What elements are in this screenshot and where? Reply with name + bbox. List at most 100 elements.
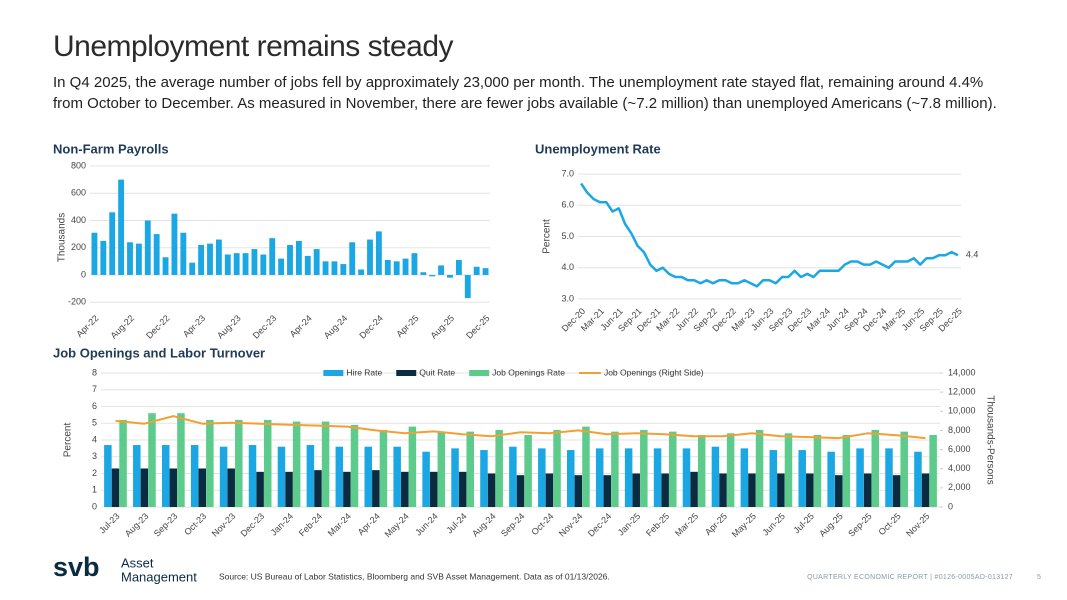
x-tick-label: Sep-23 bbox=[152, 511, 180, 539]
x-tick-label: Dec-24 bbox=[357, 313, 385, 341]
x-tick-label: Nov-25 bbox=[904, 511, 932, 539]
bar bbox=[632, 473, 640, 507]
bar bbox=[198, 244, 205, 275]
bar bbox=[153, 234, 160, 275]
x-tick-label: Jul-24 bbox=[444, 511, 468, 535]
bar bbox=[227, 468, 235, 507]
y2-tick-label: 4,000 bbox=[948, 463, 971, 473]
x-tick-label: Dec-23 bbox=[239, 511, 267, 539]
y-tick-label: 0 bbox=[92, 501, 97, 511]
bar bbox=[516, 475, 525, 507]
bar bbox=[661, 473, 669, 507]
y2-tick-label: 2,000 bbox=[948, 482, 971, 492]
bar bbox=[669, 431, 677, 507]
bar bbox=[900, 431, 908, 507]
y-tick-label: 6 bbox=[92, 401, 97, 411]
bar bbox=[277, 446, 286, 507]
y2-tick-label: 8,000 bbox=[948, 425, 971, 435]
bar bbox=[285, 471, 293, 507]
y-tick-label: 4 bbox=[92, 434, 97, 444]
bar bbox=[119, 419, 127, 507]
bar bbox=[402, 258, 409, 275]
bar bbox=[827, 451, 835, 507]
bar bbox=[331, 261, 338, 275]
x-tick-label: Jun-24 bbox=[413, 511, 440, 538]
legend-label: Job Openings (Right Side) bbox=[604, 367, 704, 377]
bar bbox=[690, 471, 698, 507]
bar bbox=[242, 253, 249, 275]
x-tick-label: Dec-22 bbox=[144, 313, 172, 341]
x-tick-label: Feb-25 bbox=[644, 511, 671, 538]
bar bbox=[260, 254, 267, 275]
bar bbox=[834, 475, 843, 507]
x-tick-label: Apr-23 bbox=[181, 313, 207, 339]
bar bbox=[798, 450, 806, 507]
x-tick-label: Aug-24 bbox=[322, 313, 350, 341]
x-tick-label: Aug-23 bbox=[215, 313, 243, 341]
bar bbox=[287, 244, 293, 275]
bar bbox=[215, 239, 222, 275]
x-tick-label: Nov-23 bbox=[210, 511, 238, 539]
x-tick-label: Aug-25 bbox=[428, 313, 456, 341]
x-tick-label: Jan-25 bbox=[616, 511, 643, 538]
legend-swatch bbox=[323, 370, 344, 376]
bar bbox=[473, 266, 480, 275]
bar bbox=[161, 445, 170, 507]
y-tick-label: -200 bbox=[68, 297, 86, 307]
bar bbox=[358, 269, 365, 275]
bar bbox=[929, 434, 937, 507]
bar bbox=[640, 429, 648, 507]
bar bbox=[304, 255, 311, 275]
x-tick-label: Nov-24 bbox=[557, 511, 585, 539]
x-tick-label: Apr-22 bbox=[74, 313, 100, 339]
bar bbox=[375, 231, 382, 275]
bar bbox=[340, 264, 347, 275]
bar bbox=[438, 265, 445, 275]
y-tick-label: 3.0 bbox=[561, 293, 574, 303]
bar bbox=[144, 220, 151, 275]
x-tick-label: Oct-23 bbox=[182, 511, 208, 537]
y2-tick-label: 0 bbox=[948, 501, 953, 511]
bar bbox=[91, 232, 98, 275]
bar bbox=[480, 450, 488, 507]
brand: Management bbox=[121, 569, 197, 584]
y2-tick-label: 6,000 bbox=[948, 444, 971, 454]
bar bbox=[611, 431, 619, 507]
bar bbox=[321, 421, 330, 507]
bar bbox=[719, 473, 727, 507]
bar bbox=[603, 475, 612, 507]
bar bbox=[350, 424, 359, 507]
bar bbox=[135, 243, 142, 275]
bar bbox=[455, 259, 462, 275]
bar bbox=[349, 242, 356, 275]
bar bbox=[189, 262, 196, 275]
bar bbox=[856, 448, 864, 507]
bar bbox=[784, 433, 793, 507]
bar bbox=[162, 257, 169, 275]
bar bbox=[322, 261, 329, 275]
bar bbox=[235, 419, 243, 507]
x-tick-label: Dec-25 bbox=[464, 313, 492, 341]
y-tick-label: 1 bbox=[92, 485, 97, 495]
y2-tick-label: 10,000 bbox=[948, 406, 976, 416]
bar bbox=[269, 238, 276, 275]
y-axis-label: Percent bbox=[63, 423, 74, 458]
y2-tick-label: 14,000 bbox=[948, 367, 976, 377]
bar bbox=[697, 434, 706, 507]
bar bbox=[219, 446, 228, 507]
bar bbox=[755, 429, 764, 507]
x-tick-label: Apr-25 bbox=[394, 313, 420, 339]
bar bbox=[422, 451, 430, 507]
bar bbox=[769, 450, 778, 507]
bar bbox=[100, 240, 107, 275]
bar bbox=[524, 434, 532, 507]
bar bbox=[813, 434, 822, 507]
legend-swatch bbox=[396, 370, 417, 376]
bar bbox=[487, 473, 496, 507]
bar bbox=[464, 274, 471, 299]
page-title: Unemployment remains steady bbox=[53, 30, 454, 63]
y-tick-label: 200 bbox=[71, 242, 86, 252]
y-tick-label: 600 bbox=[71, 188, 86, 198]
